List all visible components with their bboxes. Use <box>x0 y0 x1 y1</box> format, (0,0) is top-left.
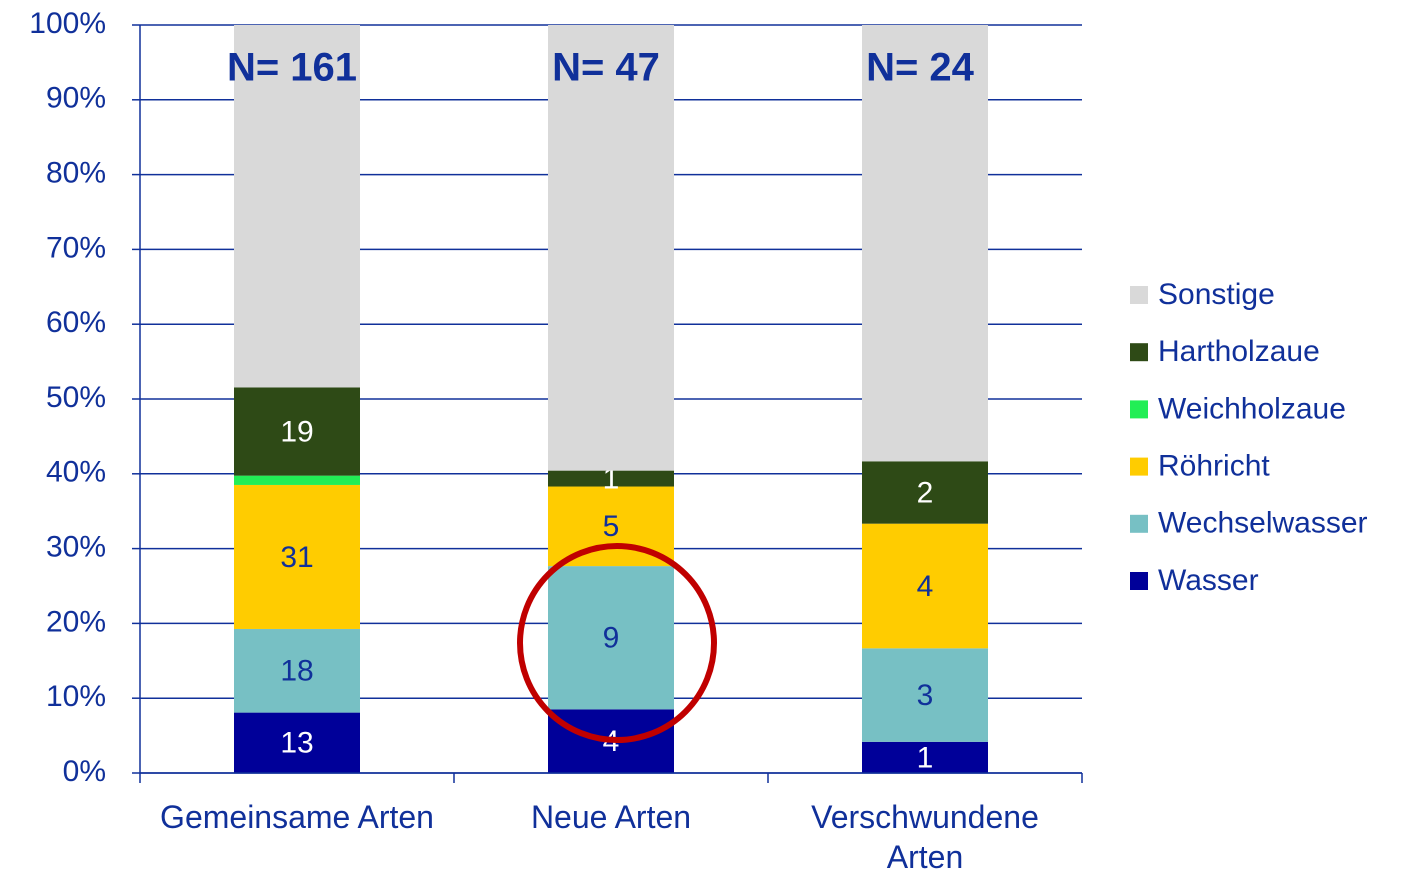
y-tick-label: 0% <box>63 755 106 788</box>
bar-segment <box>862 461 988 524</box>
legend-label: Sonstige <box>1158 278 1275 311</box>
legend-swatch <box>1130 457 1148 476</box>
n-annotation: N= 47 <box>552 46 660 90</box>
legend-label: Wechselwasser <box>1158 507 1368 540</box>
n-annotation: N= 24 <box>866 46 975 90</box>
legend-label: Röhricht <box>1158 450 1270 483</box>
y-tick-label: 80% <box>46 157 106 190</box>
data-label: 2 <box>917 476 934 509</box>
x-tick-label: Gemeinsame Arten <box>160 799 434 835</box>
data-label: 4 <box>917 570 934 603</box>
y-tick-label: 10% <box>46 680 106 713</box>
legend-swatch <box>1130 400 1148 419</box>
legend-swatch <box>1130 286 1148 304</box>
data-label: 31 <box>280 541 313 574</box>
data-label: 18 <box>280 655 313 688</box>
y-tick-label: 70% <box>46 231 106 264</box>
bar-segment <box>548 566 674 710</box>
bar-segment <box>234 25 360 388</box>
x-tick-label: Verschwundene Arten <box>811 799 1039 875</box>
legend-swatch <box>1130 514 1148 533</box>
y-tick-label: 90% <box>46 82 106 115</box>
data-label: 19 <box>280 415 313 448</box>
legend-swatch <box>1130 572 1148 590</box>
bar-segment <box>234 475 360 485</box>
bar-segment <box>862 741 988 773</box>
bar-segment <box>862 25 988 462</box>
bar-segment <box>234 712 360 773</box>
data-label: 3 <box>917 679 934 712</box>
bar-segment <box>234 484 360 629</box>
y-tick-label: 100% <box>29 7 106 40</box>
data-label: 1 <box>917 741 934 774</box>
x-tick-label: Neue Arten <box>530 799 692 835</box>
y-tick-label: 20% <box>46 605 106 638</box>
data-label: 5 <box>603 510 620 543</box>
bar-segment <box>548 470 674 487</box>
y-tick-label: 30% <box>46 531 106 564</box>
data-label: 13 <box>280 727 313 760</box>
bar-segment <box>862 648 988 742</box>
bar-segment <box>548 25 674 471</box>
bar-segment <box>234 628 360 713</box>
y-tick-label: 60% <box>46 306 106 339</box>
legend-label: Hartholzaue <box>1158 335 1320 368</box>
n-annotation: N= 161 <box>227 46 357 90</box>
y-tick-label: 40% <box>46 456 106 489</box>
data-label: 9 <box>603 622 620 655</box>
plot: 0%10%20%30%40%50%60%70%80%90%100%1318311… <box>29 7 1367 788</box>
y-tick-label: 50% <box>46 381 106 414</box>
highlight-circle <box>517 543 717 743</box>
legend-label: Wasser <box>1158 564 1259 597</box>
bar-segment <box>862 523 988 649</box>
legend-swatch <box>1130 343 1148 362</box>
bar-segment <box>234 387 360 476</box>
legend-label: Weichholzaue <box>1158 392 1346 425</box>
data-label: 1 <box>603 462 620 495</box>
